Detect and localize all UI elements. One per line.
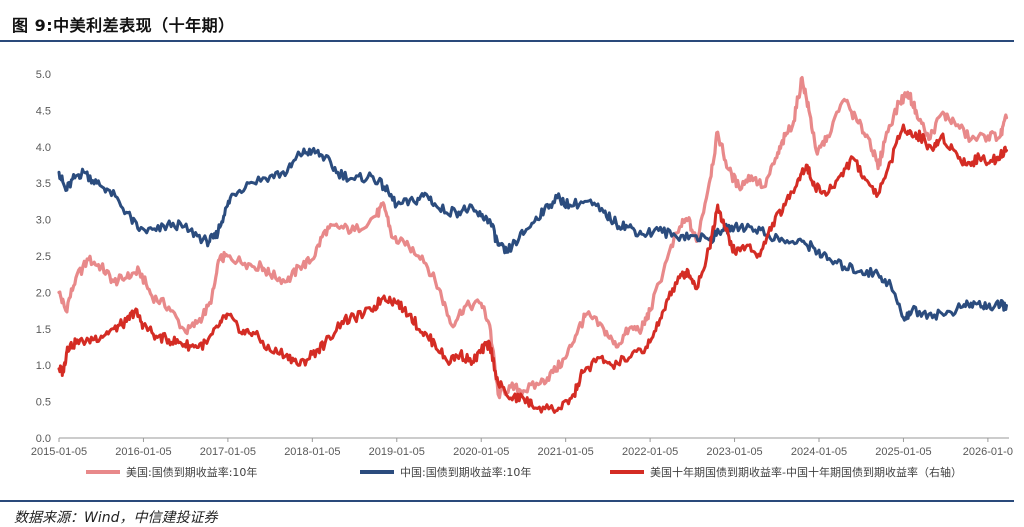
series-lines [57,75,1009,414]
legend: 美国:国债到期收益率:10年 中国:国债到期收益率:10年 美国十年期国债到期收益率… [86,465,962,479]
footer-divider [0,500,1014,502]
y-tick-label: 4.0 [36,142,51,154]
x-tick-label: 2026-01-0 [963,446,1013,458]
x-tick-label: 2024-01-05 [791,446,847,458]
y-tick-label: 4.5 [36,105,51,117]
x-tick-label: 2019-01-05 [369,446,425,458]
x-axis: 2015-01-05 2016-01-05 2017-01-05 2018-01-05… [31,437,1013,458]
x-tick-label: 2017-01-05 [200,446,256,458]
yield-spread-chart: 0.0 0.5 1.0 1.5 2.0 2.5 3.0 3.5 4.0 4.5 5.0 2015-0… [31,69,1013,479]
x-tick-label: 2023-01-05 [706,446,762,458]
x-tick-label: 2015-01-05 [31,446,87,458]
legend-label: 美国十年期国债到期收益率-中国十年期国债到期收益率（右轴） [650,465,962,479]
y-tick-label: 2.0 [36,287,51,299]
y-tick-label: 2.5 [36,251,51,263]
y-axis: 0.0 0.5 1.0 1.5 2.0 2.5 3.0 3.5 4.0 4.5 5.0 [36,69,51,445]
y-tick-label: 0.0 [36,433,51,445]
y-tick-label: 1.0 [36,360,51,372]
y-tick-label: 0.5 [36,397,51,409]
series-line-1 [57,75,1009,400]
x-tick-label: 2021-01-05 [538,446,594,458]
legend-label: 美国:国债到期收益率:10年 [126,465,257,479]
x-tick-label: 2018-01-05 [284,446,340,458]
y-tick-label: 3.0 [36,215,51,227]
y-tick-label: 3.5 [36,178,51,190]
x-tick-label: 2016-01-05 [115,446,171,458]
series-line-3 [57,123,1008,414]
source-note: 数据来源：Wind，中信建投证券 [14,510,218,526]
legend-label: 中国:国债到期收益率:10年 [400,465,531,479]
title-divider [0,40,1014,42]
page-title: 图 9:中美利差表现（十年期） [12,16,235,35]
x-tick-label: 2020-01-05 [453,446,509,458]
x-tick-label: 2025-01-05 [875,446,931,458]
y-tick-label: 5.0 [36,69,51,81]
y-tick-label: 1.5 [36,324,51,336]
series-line-2 [57,147,1008,322]
x-tick-label: 2022-01-05 [622,446,678,458]
